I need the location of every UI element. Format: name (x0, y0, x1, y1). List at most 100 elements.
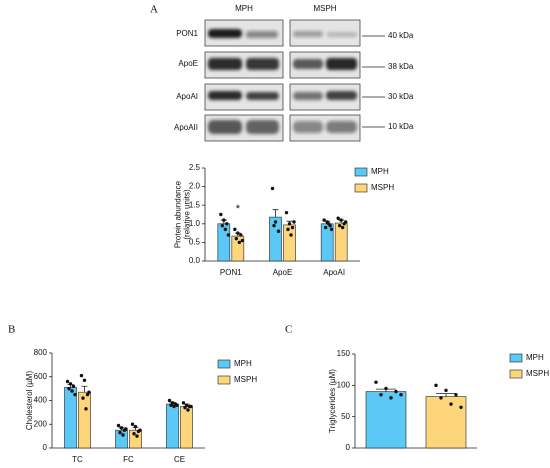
data-point (326, 222, 331, 226)
data-point (130, 422, 135, 426)
blot-size: 30 kDa (388, 92, 414, 101)
y-tick-label: 0 (346, 443, 351, 452)
error-bar (436, 393, 456, 397)
data-point (225, 222, 229, 226)
data-point (71, 384, 76, 388)
bar (269, 216, 282, 262)
x-tick-label: CE (174, 455, 185, 464)
legend-swatch (217, 359, 231, 369)
blot-protein: ApoAII (174, 123, 198, 132)
x-tick-label: FC (123, 455, 134, 464)
data-point (84, 407, 88, 411)
data-point (394, 389, 398, 394)
y-tick-label: 200 (34, 419, 48, 428)
panel-label: B (8, 324, 15, 336)
data-point (322, 218, 326, 222)
y-tick-label: 1.5 (189, 200, 201, 209)
size-markers (362, 35, 385, 128)
y-tick-label: 1.0 (189, 219, 201, 228)
legend-swatch (509, 369, 523, 379)
data-point (240, 238, 245, 243)
data-point (444, 388, 448, 393)
data-point (379, 393, 383, 397)
data-point (234, 236, 239, 241)
legend-label: MSPH (526, 369, 549, 378)
error-bar (81, 385, 88, 393)
y-tick-label: 600 (34, 372, 48, 381)
error-bar (272, 209, 279, 218)
data-point (223, 227, 228, 232)
data-point (181, 401, 186, 405)
blot: MPH MSPH PON1 ApoE ApoAI ApoAII 40 kDa 3… (174, 4, 414, 142)
y-tick-label: 0.0 (189, 256, 201, 265)
data-point (290, 225, 295, 230)
data-point (237, 240, 242, 245)
y-tick-label: 100 (337, 380, 351, 389)
data-point (336, 216, 340, 220)
blot-group: MSPH (313, 4, 336, 13)
data-point (132, 432, 136, 436)
data-point (337, 223, 342, 228)
data-point (65, 379, 70, 384)
blot-protein: ApoAI (176, 92, 198, 101)
data-point (67, 386, 71, 391)
legend-label: MPH (234, 359, 252, 368)
bar (334, 222, 348, 262)
y-axis-label: Triglycerides (µM) (328, 369, 337, 433)
data-point (454, 393, 458, 397)
data-point (70, 389, 74, 393)
data-point (236, 231, 240, 235)
data-point (399, 393, 403, 397)
data-point (323, 225, 328, 230)
data-point (119, 426, 124, 430)
x-tick-label: ApoE (273, 268, 293, 277)
legend-swatch (509, 353, 523, 363)
blot-size: 10 kDa (388, 122, 414, 131)
data-point (434, 383, 438, 388)
bar (78, 391, 91, 449)
panel-label: C (285, 324, 292, 336)
bar (166, 403, 179, 449)
y-tick-label: 0 (43, 443, 48, 452)
bar (129, 429, 142, 449)
data-point (389, 396, 393, 400)
y-axis-label: Cholesterol (µM) (25, 371, 34, 431)
data-point (384, 386, 388, 391)
y-tick-label: 2.0 (189, 182, 201, 191)
data-point (183, 405, 187, 410)
data-point (272, 223, 276, 228)
blot-protein: PON1 (176, 29, 198, 38)
y-axis-label: Protein abundance (174, 180, 183, 248)
data-point (276, 229, 281, 233)
data-point (439, 396, 443, 400)
x-tick-label: TC (72, 455, 83, 464)
blot-protein: ApoE (178, 59, 198, 68)
data-point (286, 227, 290, 232)
data-point (118, 430, 122, 435)
panel-label: A (150, 4, 158, 16)
y-tick-label: 50 (341, 412, 350, 421)
data-point (124, 427, 128, 431)
data-point (273, 220, 278, 224)
data-point (340, 225, 345, 230)
bar (180, 406, 193, 449)
data-point (135, 434, 139, 438)
legend-swatch (354, 183, 368, 193)
data-point (116, 423, 121, 428)
legend-label: MPH (371, 167, 389, 176)
data-point (73, 392, 77, 397)
data-point (459, 405, 463, 409)
x-tick-label: PON1 (220, 268, 242, 277)
data-point (68, 382, 73, 386)
x-tick-label: ApoAI (323, 268, 345, 277)
data-point (133, 424, 138, 429)
data-point (339, 218, 343, 222)
bar (64, 387, 77, 449)
data-point (226, 233, 231, 237)
legend-label: MSPH (371, 183, 394, 192)
legend-swatch (217, 375, 231, 385)
data-point (289, 233, 293, 237)
data-point (220, 223, 225, 228)
data-point (270, 186, 275, 191)
blot-size: 40 kDa (388, 31, 414, 40)
